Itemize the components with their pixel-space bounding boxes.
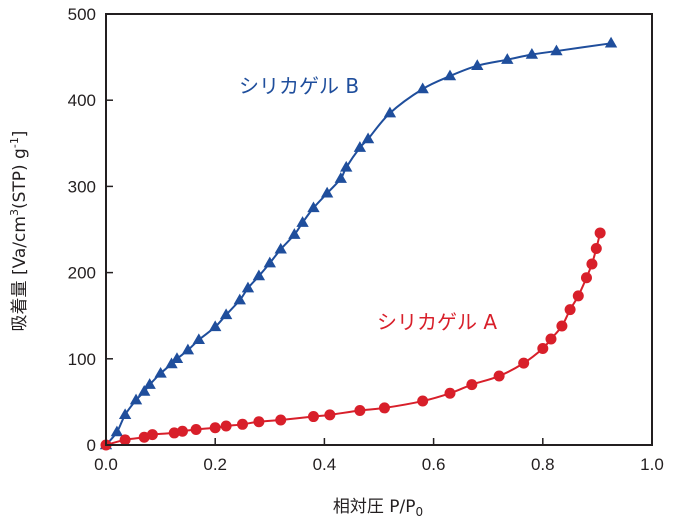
series-a-point bbox=[324, 409, 336, 421]
series-b-point bbox=[525, 48, 539, 59]
series-line-b bbox=[105, 42, 612, 446]
series-b-point bbox=[307, 201, 320, 213]
series-a-point bbox=[493, 370, 505, 382]
series-a-point bbox=[237, 418, 248, 430]
series-a-point bbox=[253, 416, 265, 428]
series-b-point bbox=[154, 366, 167, 378]
series-b-point bbox=[252, 269, 266, 281]
y-tick-label: 500 bbox=[68, 5, 96, 24]
y-tick-label: 300 bbox=[68, 177, 96, 196]
series-b-point bbox=[353, 141, 367, 152]
series-b-point bbox=[274, 242, 287, 254]
x-tick-label: 0.2 bbox=[203, 455, 227, 474]
x-tick-label: 1.0 bbox=[640, 455, 664, 474]
series-a-point bbox=[275, 414, 287, 426]
series-b-point bbox=[296, 216, 309, 227]
series-b-point bbox=[129, 393, 143, 405]
series-a-point bbox=[146, 429, 158, 441]
series-b-point bbox=[443, 69, 457, 81]
y-axis-title-sup1: 3 bbox=[8, 209, 21, 216]
series-a-point bbox=[564, 304, 576, 316]
series-a-point bbox=[590, 242, 602, 254]
series-b-point bbox=[501, 53, 514, 64]
series-b-point bbox=[219, 308, 233, 320]
series-b-point bbox=[241, 281, 255, 293]
series-b-point bbox=[138, 385, 151, 396]
series-b-point bbox=[181, 343, 195, 355]
series-a-point bbox=[378, 402, 390, 414]
series-a-point bbox=[572, 290, 584, 302]
series-a-point bbox=[209, 422, 221, 434]
series-label-a: シリカゲル A bbox=[377, 310, 497, 334]
y-tick-label: 400 bbox=[68, 91, 96, 110]
y-tick-label: 200 bbox=[68, 264, 96, 283]
series-a-point bbox=[220, 420, 232, 432]
y-axis-title-sup2: -1 bbox=[8, 137, 21, 148]
series-b-point bbox=[340, 160, 353, 172]
x-axis-title-subscript: 0 bbox=[416, 505, 424, 519]
series-line-a bbox=[105, 232, 602, 446]
axis-ticks: 0.0 0.2 0.4 0.6 0.8 1.0 0 100 200 300 400 500 bbox=[68, 5, 664, 474]
y-tick-label: 0 bbox=[87, 436, 96, 455]
series-b-point bbox=[110, 425, 124, 437]
series-a-point bbox=[354, 405, 366, 417]
series-a-point bbox=[307, 411, 319, 423]
series-b-point bbox=[416, 82, 429, 94]
series-a-point bbox=[119, 434, 131, 446]
series-b-point bbox=[361, 132, 375, 144]
series-a-point bbox=[537, 342, 549, 354]
series-b-point bbox=[550, 44, 563, 56]
series-a-point bbox=[556, 320, 568, 332]
series-a-point bbox=[444, 387, 456, 399]
series-a-point bbox=[594, 227, 606, 239]
y-axis-title-end: ] bbox=[10, 131, 30, 138]
series-b-point bbox=[118, 408, 132, 420]
series-a-point bbox=[580, 272, 592, 284]
x-axis-title: 相対圧 P/P0 bbox=[333, 497, 423, 519]
series-a-point bbox=[168, 427, 180, 439]
series-a-point bbox=[176, 425, 188, 437]
series-a-point bbox=[586, 258, 598, 270]
x-axis-title-main: 相対圧 P/P bbox=[333, 497, 416, 517]
series-b-point bbox=[170, 352, 184, 364]
x-tick-label: 0.0 bbox=[94, 455, 118, 474]
series-b-point bbox=[288, 228, 301, 239]
series-label-b: シリカゲル B bbox=[239, 74, 359, 98]
series-b-point bbox=[209, 320, 222, 332]
y-tick-label: 100 bbox=[68, 350, 96, 369]
y-axis-title: 吸着量 [Va/cm3(STP) g-1] bbox=[8, 131, 30, 332]
series-b-point bbox=[471, 59, 484, 70]
y-axis-title-mid: (STP) g bbox=[10, 148, 30, 209]
x-tick-label: 0.6 bbox=[422, 455, 446, 474]
series-a-point bbox=[466, 379, 478, 391]
x-tick-label: 0.8 bbox=[531, 455, 555, 474]
series-b-point bbox=[233, 293, 246, 305]
series-a-point bbox=[545, 333, 557, 345]
y-axis-title-main: 吸着量 [Va/cm bbox=[10, 216, 30, 331]
series-b-point bbox=[263, 256, 276, 268]
series-b-point bbox=[334, 172, 347, 183]
series-a-point bbox=[190, 423, 202, 435]
series-a-point bbox=[417, 395, 429, 407]
x-tick-label: 0.4 bbox=[313, 455, 337, 474]
series-b-point bbox=[383, 106, 397, 118]
series-markers bbox=[99, 36, 618, 451]
series-b-point bbox=[143, 378, 156, 389]
series-b-point bbox=[320, 186, 334, 198]
series-a-point bbox=[518, 357, 530, 369]
series-b-point bbox=[192, 333, 205, 345]
plot-frame bbox=[105, 13, 653, 446]
series-b-point bbox=[604, 36, 618, 48]
series-curves bbox=[105, 42, 612, 446]
